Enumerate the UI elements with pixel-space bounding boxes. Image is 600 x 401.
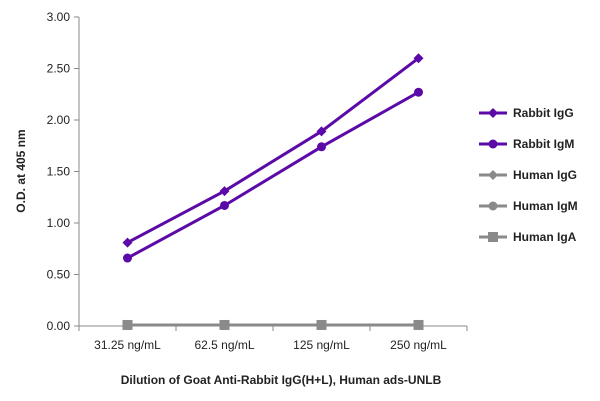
legend: Rabbit IgG Rabbit IgM Human IgG Human IgM Hu… bbox=[479, 106, 578, 244]
data-point bbox=[316, 319, 327, 330]
y-tick-label: 0.00 bbox=[47, 319, 71, 333]
legend-label: Human IgG bbox=[513, 168, 577, 182]
axes bbox=[78, 17, 467, 327]
legend-swatch-marker bbox=[488, 139, 498, 149]
y-tick-label: 2.50 bbox=[47, 62, 71, 76]
y-axis-title: O.D. at 405 nm bbox=[14, 129, 28, 212]
x-tick-label: 250 ng/mL bbox=[390, 338, 447, 352]
data-point bbox=[413, 53, 424, 64]
series-line bbox=[126, 57, 420, 244]
series-rabbit-igm bbox=[123, 87, 423, 263]
legend-label: Human IgM bbox=[513, 199, 578, 213]
x-tick-label: 31.25 ng/mL bbox=[94, 338, 161, 352]
x-tick-label: 125 ng/mL bbox=[293, 338, 350, 352]
legend-item: Rabbit IgG bbox=[479, 106, 574, 120]
data-point bbox=[414, 87, 423, 97]
y-tick-label: 1.50 bbox=[47, 165, 71, 179]
data-point bbox=[122, 237, 133, 248]
y-tick-label: 0.50 bbox=[47, 268, 71, 282]
legend-item: Human IgA bbox=[479, 230, 577, 244]
legend-item: Rabbit IgM bbox=[479, 137, 574, 151]
series-rabbit-igg bbox=[122, 53, 424, 248]
legend-swatch-marker bbox=[488, 108, 498, 118]
series-group bbox=[122, 53, 424, 330]
legend-item: Human IgG bbox=[479, 168, 577, 182]
legend-label: Human IgA bbox=[513, 230, 577, 244]
data-point bbox=[317, 142, 326, 152]
data-point bbox=[220, 200, 229, 210]
x-axis-ticks: 31.25 ng/mL 62.5 ng/mL 125 ng/mL 250 ng/mL bbox=[78, 326, 468, 352]
series-line bbox=[126, 90, 420, 260]
y-tick-label: 1.00 bbox=[47, 216, 71, 230]
data-point bbox=[123, 253, 132, 263]
series-human-igg bbox=[122, 319, 424, 330]
y-tick-label: 2.00 bbox=[47, 113, 71, 127]
legend-label: Rabbit IgG bbox=[513, 106, 574, 120]
data-point bbox=[219, 319, 230, 330]
x-axis-title: Dilution of Goat Anti-Rabbit IgG(H+L), H… bbox=[121, 373, 442, 387]
x-tick-label: 62.5 ng/mL bbox=[194, 338, 254, 352]
legend-item: Human IgM bbox=[479, 199, 578, 213]
data-point bbox=[413, 319, 424, 330]
legend-swatch-marker bbox=[488, 232, 498, 242]
data-point bbox=[122, 319, 133, 330]
legend-swatch-marker bbox=[488, 170, 498, 180]
y-tick-label: 3.00 bbox=[47, 10, 71, 24]
y-axis-ticks: 0.00 0.50 1.00 1.50 2.00 2.50 3.00 bbox=[47, 10, 79, 333]
legend-swatch-marker bbox=[488, 201, 498, 211]
data-point bbox=[219, 186, 230, 197]
legend-label: Rabbit IgM bbox=[513, 137, 574, 151]
data-point bbox=[316, 126, 327, 137]
